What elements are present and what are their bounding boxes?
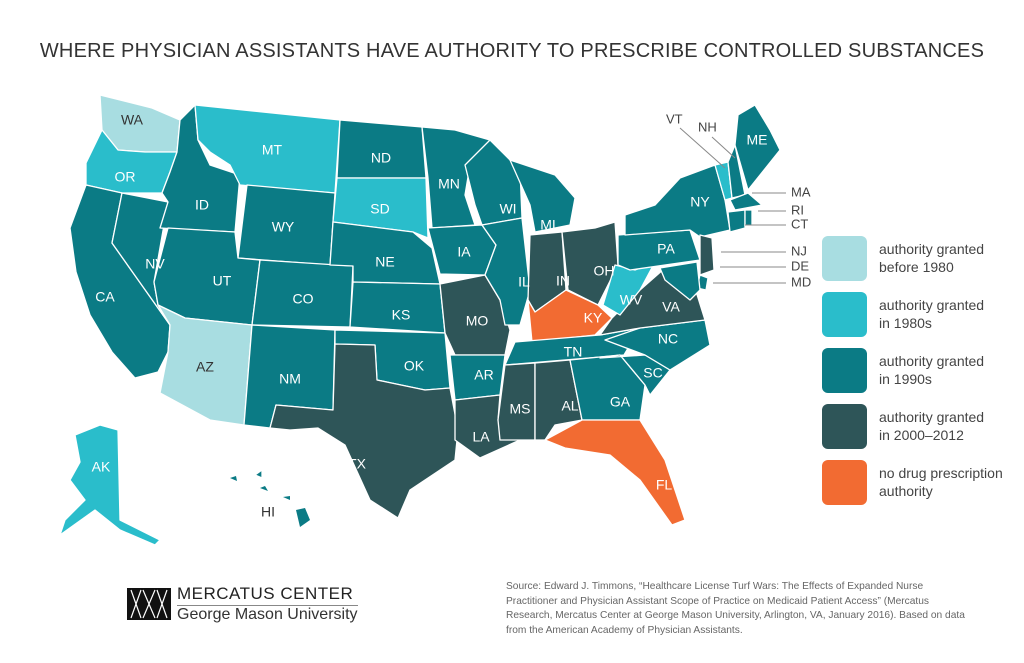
- legend-label: authority granted: [879, 241, 985, 257]
- state-nj: [699, 234, 715, 276]
- state-label-pa: PA: [657, 241, 675, 257]
- legend-label: before 1980: [879, 259, 954, 275]
- state-label-az: AZ: [196, 359, 214, 375]
- legend-label: in 1980s: [879, 315, 932, 331]
- state-tx: [269, 343, 459, 519]
- state-hi-island: [296, 508, 310, 527]
- legend-swatch: [822, 347, 867, 393]
- state-label-ri: RI: [791, 202, 804, 217]
- legend-label: authority: [879, 483, 933, 499]
- map-title: WHERE PHYSICIAN ASSISTANTS HAVE AUTHORIT…: [39, 40, 985, 62]
- legend-swatch: [822, 459, 867, 505]
- source-note: Source: Edward J. Timmons, “Healthcare L…: [506, 581, 965, 636]
- state-label-ms: MS: [510, 401, 531, 417]
- legend-item-2000-2012: authority granted in 2000–2012: [822, 398, 1019, 454]
- state-label-hi: HI: [261, 504, 275, 520]
- state-label-ca: CA: [95, 289, 115, 305]
- state-ri: [744, 209, 753, 227]
- state-ma: [729, 192, 763, 211]
- mercatus-logo-mark: [127, 588, 171, 620]
- state-ct: [727, 209, 746, 233]
- state-label-wa: WA: [121, 112, 144, 128]
- state-label-nv: NV: [145, 256, 165, 272]
- state-sd: [332, 177, 429, 239]
- state-ak: [59, 424, 161, 546]
- state-label-sd: SD: [370, 201, 389, 217]
- state-ms: [497, 362, 536, 441]
- state-label-ma: MA: [791, 184, 811, 199]
- state-label-wv: WV: [620, 292, 643, 308]
- state-label-nj: NJ: [791, 243, 807, 258]
- state-label-nc: NC: [658, 331, 678, 347]
- state-label-id: ID: [195, 197, 209, 213]
- state-hi-island: [230, 476, 237, 481]
- logo-line2: George Mason University: [177, 606, 358, 623]
- state-mi: [509, 159, 576, 233]
- state-label-md: MD: [791, 274, 811, 289]
- state-label-la: LA: [472, 429, 490, 445]
- state-label-co: CO: [293, 291, 314, 307]
- state-label-ak: AK: [92, 459, 111, 475]
- state-label-ar: AR: [474, 367, 493, 383]
- state-label-vt: VT: [666, 111, 683, 126]
- state-label-wy: WY: [272, 219, 295, 235]
- state-label-ct: CT: [791, 216, 808, 231]
- legend-label: authority granted: [879, 297, 985, 313]
- state-label-wi: WI: [499, 201, 516, 217]
- logo-line1: MERCATUS CENTER: [177, 584, 358, 606]
- state-label-ok: OK: [404, 358, 425, 374]
- legend-label: in 1990s: [879, 371, 932, 387]
- state-hi: [254, 469, 263, 479]
- legend-label: authority granted: [879, 353, 985, 369]
- state-il: [481, 217, 531, 326]
- state-label-ks: KS: [392, 307, 411, 323]
- legend-item-none: no drug prescription authority: [822, 454, 1019, 510]
- state-label-al: AL: [561, 398, 578, 414]
- state-label-mo: MO: [466, 313, 489, 329]
- state-label-de: DE: [791, 258, 809, 273]
- state-hi-island: [283, 496, 290, 500]
- state-wv: [602, 261, 656, 316]
- state-label-ny: NY: [690, 194, 710, 210]
- state-label-ky: KY: [584, 310, 603, 326]
- state-label-fl: FL: [656, 477, 673, 493]
- state-label-nm: NM: [279, 371, 301, 387]
- state-label-ia: IA: [457, 244, 471, 260]
- state-label-ut: UT: [213, 273, 232, 289]
- state-label-me: ME: [747, 132, 768, 148]
- mercatus-logo: MERCATUS CENTER George Mason University: [127, 584, 358, 624]
- state-label-mt: MT: [262, 142, 283, 158]
- legend: authority granted before 1980 authority g…: [822, 230, 1019, 510]
- state-label-nh: NH: [698, 119, 717, 134]
- legend-swatch: [822, 291, 867, 337]
- state-md: [659, 261, 701, 301]
- state-mn: [421, 126, 491, 229]
- state-label-tn: TN: [564, 344, 583, 360]
- state-label-ga: GA: [610, 394, 631, 410]
- legend-item-before-1980: authority granted before 1980: [822, 230, 1019, 286]
- legend-label: authority granted: [879, 409, 985, 425]
- state-ny: [624, 164, 731, 238]
- state-label-sc: SC: [643, 365, 662, 381]
- state-label-mi: MI: [540, 217, 556, 233]
- legend-item-1980s: authority granted in 1980s: [822, 286, 1019, 342]
- state-label-or: OR: [115, 169, 136, 185]
- state-label-ne: NE: [375, 254, 394, 270]
- legend-swatch: [822, 403, 867, 449]
- state-me: [734, 104, 781, 191]
- state-label-il: IL: [518, 274, 530, 290]
- legend-swatch: [822, 235, 867, 281]
- state-fl: [544, 419, 686, 526]
- state-label-tx: TX: [348, 456, 367, 472]
- state-label-oh: OH: [594, 263, 615, 279]
- state-label-mn: MN: [438, 176, 460, 192]
- legend-label: in 2000–2012: [879, 427, 964, 443]
- state-label-in: IN: [556, 273, 570, 289]
- state-hi-island: [260, 486, 268, 491]
- legend-item-1990s: authority granted in 1990s: [822, 342, 1019, 398]
- legend-label: no drug prescription: [879, 465, 1003, 481]
- state-label-nd: ND: [371, 150, 391, 166]
- state-label-va: VA: [662, 299, 680, 315]
